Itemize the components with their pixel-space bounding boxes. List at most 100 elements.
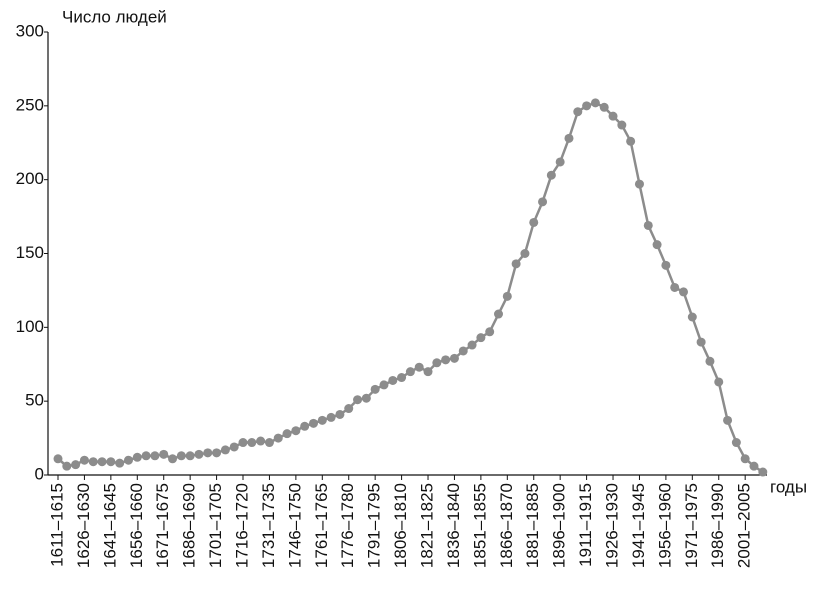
marker [432,358,442,368]
x-tick-label: 1836–1840 [444,483,463,568]
marker [203,448,213,458]
marker [282,429,292,439]
marker [388,375,398,385]
marker [132,452,142,462]
x-tick-label: 1731–1735 [259,483,278,568]
x-tick-label: 1686–1690 [180,483,199,568]
x-tick-label: 1956–1960 [655,483,674,568]
x-tick-label: 1806–1810 [391,483,410,568]
x-tick-label: 1866–1870 [497,483,516,568]
y-tick-label: 100 [16,317,44,336]
marker [229,442,239,452]
y-tick-label: 50 [25,391,44,410]
marker [361,393,371,403]
marker [573,107,583,117]
marker [520,249,530,258]
marker [714,377,724,387]
x-tick-label: 1791–1795 [365,483,384,568]
marker [123,455,133,465]
marker [661,260,671,270]
marker [758,467,768,477]
marker [176,451,186,461]
marker [555,157,565,167]
marker [617,120,627,130]
y-tick-label: 200 [16,169,44,188]
y-tick-label: 150 [16,243,44,262]
marker [247,438,257,448]
marker [670,282,680,292]
marker [353,395,363,405]
marker [344,404,354,414]
x-tick-label: 1746–1750 [285,483,304,568]
marker [159,449,169,459]
marker [634,179,644,189]
marker [317,415,327,425]
x-tick-label: 1701–1705 [206,483,225,568]
x-tick-label: 1986–1990 [708,483,727,568]
marker [494,309,503,319]
x-tick-label: 1821–1825 [418,483,437,568]
marker [687,312,697,322]
marker [608,111,618,121]
marker [643,220,653,230]
x-tick-label: 1941–1945 [629,483,648,568]
x-axis-label: годы [770,477,807,496]
marker [502,291,512,301]
marker [652,240,662,250]
marker [546,170,556,180]
x-tick-label: 1641–1645 [100,483,119,568]
marker [212,448,222,458]
x-tick-label: 1926–1930 [603,483,622,568]
marker [723,415,733,425]
marker [53,454,63,464]
marker [115,458,125,468]
marker [194,449,204,459]
marker [273,433,283,443]
marker [749,461,759,471]
marker [414,362,424,372]
marker [538,197,548,207]
marker [71,460,81,470]
marker [370,384,380,394]
x-tick-label: 1776–1780 [338,483,357,568]
marker [449,353,459,363]
marker [79,455,89,465]
marker [264,438,274,448]
marker [220,445,230,455]
x-tick-label: 1626–1630 [74,483,93,568]
marker [300,421,310,431]
marker [308,418,318,428]
marker [696,337,706,347]
marker [467,340,477,350]
x-tick-label: 1716–1720 [232,483,251,568]
marker [582,101,592,111]
marker [291,426,301,436]
marker [62,461,72,471]
marker [511,259,521,269]
x-tick-label: 1851–1855 [470,483,489,568]
x-tick-label: 1881–1885 [523,483,542,568]
marker [150,451,160,461]
x-tick-label: 1761–1765 [312,483,331,568]
marker [740,454,750,464]
marker [458,346,468,356]
marker [564,133,574,143]
marker [88,457,98,467]
marker [326,412,336,422]
marker [590,98,600,108]
marker [485,327,495,337]
y-tick-label: 300 [16,21,44,40]
marker [705,356,715,366]
marker [476,333,486,343]
marker [397,373,407,383]
marker [679,287,689,297]
x-tick-label: 1656–1660 [127,483,146,568]
marker [185,451,195,461]
marker [529,217,539,227]
marker [379,380,389,390]
y-axis-label: Число людей [62,7,167,26]
marker [97,457,107,467]
x-tick-label: 1896–1900 [550,483,569,568]
marker [256,436,266,446]
